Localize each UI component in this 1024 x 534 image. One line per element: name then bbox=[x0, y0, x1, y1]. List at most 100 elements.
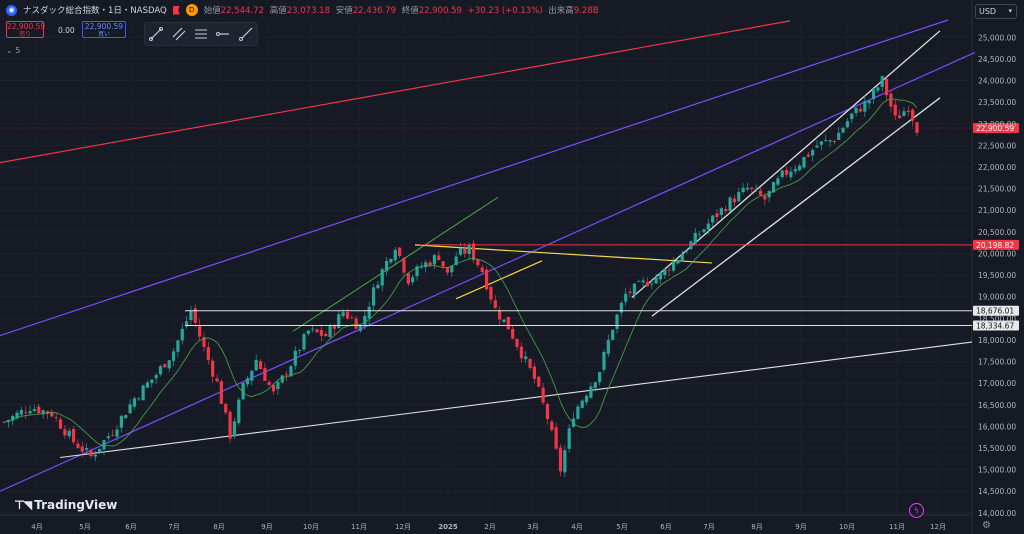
trendline-tool-icon[interactable] bbox=[147, 25, 165, 43]
candle-body bbox=[198, 325, 202, 337]
candle-body bbox=[580, 400, 584, 408]
candle-body bbox=[211, 360, 215, 377]
candle-body bbox=[193, 308, 197, 323]
candle-body bbox=[750, 187, 754, 190]
time-tick-label: 11月 bbox=[889, 523, 905, 531]
ohlc-readout: 始値22,544.72 高値23,073.18 安値22,436.79 終値22… bbox=[204, 4, 602, 16]
low-value: 22,436.79 bbox=[352, 6, 396, 16]
interval-badge[interactable]: D bbox=[185, 4, 198, 16]
chart-grid bbox=[0, 0, 973, 534]
candle-body bbox=[632, 283, 637, 296]
candle-body bbox=[41, 410, 45, 415]
candle-body bbox=[389, 258, 393, 263]
candle-body bbox=[154, 375, 158, 379]
candle-body bbox=[432, 255, 437, 265]
candle-body bbox=[145, 382, 150, 388]
fib-tool-icon[interactable] bbox=[192, 25, 210, 43]
price-tick-label: 22,500.00 bbox=[978, 141, 1016, 150]
candle-body bbox=[615, 314, 619, 329]
candle-body bbox=[724, 209, 728, 212]
candle-body bbox=[554, 427, 558, 449]
candle-body bbox=[15, 412, 19, 419]
buy-price: 22,900.59 bbox=[84, 22, 124, 31]
candle-body bbox=[45, 411, 50, 414]
candle-body bbox=[498, 310, 502, 320]
candle-body bbox=[850, 113, 854, 120]
candle-body bbox=[93, 454, 97, 457]
candle-body bbox=[867, 100, 871, 104]
candle-body bbox=[806, 154, 810, 157]
candles-layer bbox=[2, 75, 919, 477]
candle-body bbox=[602, 351, 606, 370]
candle-body bbox=[415, 266, 419, 277]
time-tick-label: 5月 bbox=[616, 523, 627, 531]
candle-body bbox=[715, 213, 719, 218]
candle-body bbox=[537, 376, 541, 387]
candle-body bbox=[11, 416, 15, 421]
candle-body bbox=[463, 248, 467, 254]
symbol-title[interactable]: ナスダック総合指数・1日・NASDAQ bbox=[23, 6, 167, 16]
price-tick-label: 23,000.00 bbox=[978, 120, 1016, 129]
flag-icon[interactable] bbox=[172, 5, 180, 15]
candle-body bbox=[254, 359, 258, 371]
candle-body bbox=[367, 306, 371, 319]
candle-body bbox=[150, 379, 154, 384]
red-trend-line bbox=[0, 20, 791, 164]
candle-body bbox=[24, 412, 28, 414]
price-levels-layer: 20,198.82 18,676.01 18,334.67 22,900.59 bbox=[0, 123, 1019, 331]
candle-body bbox=[884, 78, 889, 96]
candle-body bbox=[611, 329, 615, 340]
candle-body bbox=[671, 261, 676, 271]
candle-body bbox=[245, 378, 250, 385]
candle-body bbox=[624, 293, 628, 302]
candle-body bbox=[532, 366, 537, 379]
candle-body bbox=[858, 108, 863, 112]
candle-body bbox=[250, 370, 254, 381]
candle-body bbox=[293, 350, 297, 366]
candle-body bbox=[706, 223, 710, 230]
time-tick-label: 6月 bbox=[660, 523, 671, 531]
candle-body bbox=[915, 122, 919, 133]
currency-select[interactable]: USD ▾ bbox=[975, 4, 1017, 19]
candle-body bbox=[298, 349, 302, 351]
time-tick-label: 8月 bbox=[213, 523, 224, 531]
candle-body bbox=[667, 269, 671, 271]
change-value: +30.23 (+0.13%) bbox=[467, 6, 543, 16]
candle-body bbox=[571, 418, 576, 427]
buy-button[interactable]: 22,900.59 買い bbox=[82, 21, 126, 38]
candle-body bbox=[658, 272, 663, 280]
candle-body bbox=[428, 262, 432, 266]
sell-button[interactable]: 22,900.59 売り bbox=[6, 21, 45, 38]
candle-body bbox=[119, 415, 123, 428]
flash-icon[interactable]: ϟ bbox=[909, 503, 924, 518]
close-value: 22,900.59 bbox=[418, 6, 462, 16]
candle-body bbox=[767, 190, 771, 198]
candle-body bbox=[493, 300, 497, 309]
candle-body bbox=[158, 366, 163, 375]
candle-body bbox=[663, 268, 667, 276]
price-level-label: 18,676.01 bbox=[976, 307, 1014, 316]
horizontal-ray-tool-icon[interactable] bbox=[214, 25, 232, 43]
candle-body bbox=[845, 121, 850, 128]
candle-body bbox=[789, 171, 793, 178]
low-label: 安値 bbox=[335, 6, 353, 16]
last-price-tag bbox=[973, 123, 1019, 134]
ray-tool-icon[interactable] bbox=[237, 25, 255, 43]
channel-tool-icon[interactable] bbox=[170, 25, 188, 43]
candle-body bbox=[576, 406, 580, 419]
tradingview-logo: ⊤◥ TradingView bbox=[14, 498, 117, 512]
candle-body bbox=[480, 267, 484, 273]
price-tick-label: 20,000.00 bbox=[978, 249, 1016, 258]
indicators-toggle[interactable]: ⌄ 5 bbox=[6, 46, 20, 55]
candle-body bbox=[115, 429, 119, 437]
candle-body bbox=[719, 208, 723, 215]
gear-icon[interactable]: ⚙ bbox=[982, 520, 991, 531]
candle-body bbox=[176, 340, 180, 352]
candle-body bbox=[228, 411, 232, 439]
candle-body bbox=[419, 266, 423, 268]
close-label: 終値 bbox=[401, 6, 419, 16]
time-tick-label: 12月 bbox=[395, 523, 411, 531]
drawing-toolbar bbox=[144, 22, 258, 46]
time-tick-label: 9月 bbox=[795, 523, 806, 531]
